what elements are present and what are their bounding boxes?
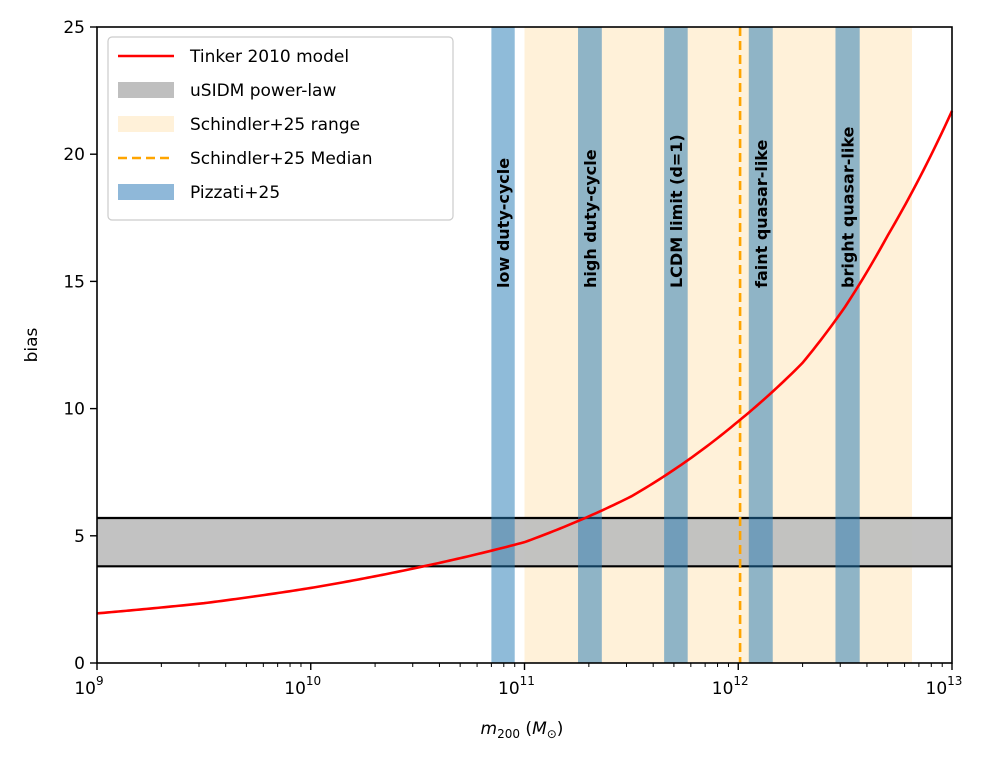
y-tick-label: 20 — [63, 145, 85, 165]
x-tick-label: 1010 — [284, 674, 321, 699]
pizzati-band-4 — [748, 27, 773, 663]
legend-label: uSIDM power-law — [190, 81, 336, 101]
x-axis-title-part: ( — [520, 719, 532, 739]
y-tick-label: 5 — [74, 527, 85, 547]
x-tick-base: 10 — [498, 679, 520, 699]
x-tick-base: 10 — [74, 679, 96, 699]
x-tick-base: 10 — [926, 679, 948, 699]
x-tick-exponent: 10 — [306, 674, 321, 688]
y-tick-label: 0 — [74, 654, 85, 674]
pizzati-band-1 — [491, 27, 515, 663]
x-tick-label: 1012 — [712, 674, 749, 699]
legend-swatch-patch — [118, 184, 174, 200]
x-axis-title-part: M — [532, 719, 547, 739]
x-axis-title: m200 (M⊙) — [481, 719, 564, 741]
legend-label: Tinker 2010 model — [189, 47, 349, 67]
x-axis-title-part: ⊙ — [547, 727, 557, 741]
tinker-curve-layer — [96, 110, 954, 615]
axis-titles-layer: bias m200 (M⊙) — [22, 327, 563, 741]
legend: Tinker 2010 model uSIDM power-law Schindle… — [107, 36, 454, 221]
pizzati-band-label-1: low duty-cycle — [494, 158, 513, 288]
legend-box — [107, 36, 454, 221]
x-tick-exponent: 13 — [947, 674, 962, 688]
tinker-model-curve — [96, 110, 954, 615]
x-tick-label: 1011 — [498, 674, 535, 699]
x-axis-title-part: ) — [557, 719, 564, 739]
y-tick-label: 15 — [63, 272, 85, 292]
y-tick-label: 10 — [63, 400, 85, 420]
pizzati-labels-layer: low duty-cycle high duty-cycle LCDM limit … — [494, 126, 858, 288]
legend-swatch-patch — [118, 82, 174, 98]
legend-label: Schindler+25 Median — [190, 149, 372, 169]
legend-swatch-patch — [118, 116, 174, 132]
legend-label: Pizzati+25 — [190, 183, 280, 203]
pizzati-band-label-3: LCDM limit (d=1) — [667, 134, 686, 288]
pizzati-bands-layer — [491, 27, 860, 663]
x-tick-label: 1013 — [926, 674, 963, 699]
x-tick-base: 10 — [284, 679, 306, 699]
x-axis-title-part: m — [481, 719, 498, 739]
x-axis-title-part: 200 — [497, 727, 520, 741]
x-tick-exponent: 11 — [520, 674, 535, 688]
pizzati-band-label-2: high duty-cycle — [581, 149, 600, 288]
legend-label: Schindler+25 range — [190, 115, 360, 135]
y-tick-label: 25 — [63, 18, 85, 38]
y-axis-title: bias — [22, 327, 42, 362]
x-tick-exponent: 9 — [96, 674, 104, 688]
pizzati-band-3 — [664, 27, 688, 663]
x-tick-exponent: 12 — [733, 674, 748, 688]
pizzati-band-label-5: bright quasar-like — [839, 126, 858, 288]
x-tick-label: 109 — [74, 674, 103, 699]
pizzati-band-5 — [835, 27, 860, 663]
x-tick-base: 10 — [712, 679, 734, 699]
pizzati-band-label-4: faint quasar-like — [752, 139, 771, 288]
pizzati-band-2 — [578, 27, 602, 663]
